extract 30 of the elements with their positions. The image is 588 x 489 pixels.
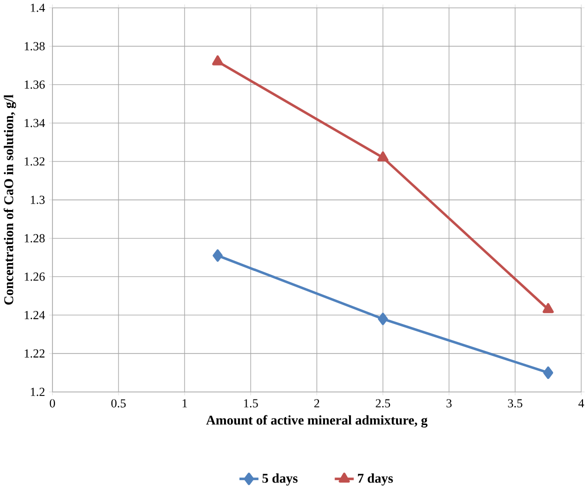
x-tick-label: 3.5 [508, 399, 522, 408]
legend-label: 7 days [358, 474, 393, 486]
x-tick-label: 2 [314, 399, 320, 408]
point [377, 151, 388, 162]
point [543, 366, 554, 380]
point [542, 303, 554, 314]
y-tick-label: 1.22 [24, 349, 44, 358]
y-tick-label: 1.2 [30, 388, 44, 396]
x-tick-label: 0.5 [111, 399, 126, 408]
point [212, 249, 223, 262]
x-tick-label: 2.5 [376, 399, 390, 408]
point [212, 55, 224, 66]
y-tick-label: 1.26 [24, 272, 45, 281]
y-tick-label: 1.38 [24, 42, 45, 50]
y-tick-label: 1.28 [24, 234, 45, 243]
x-tick-label: 0 [50, 399, 56, 408]
y-tick-label: 1.32 [24, 157, 44, 166]
legend-label: 5 days [262, 474, 298, 486]
y-axis-title: Concentration of CaO in solution, g/l [4, 94, 16, 305]
y-tick-label: 1.4 [30, 4, 45, 12]
y-tick-label: 1.36 [24, 80, 45, 89]
x-axis-title: Amount of active mineral admixture, g [206, 415, 428, 428]
y-tick-label: 1.3 [30, 196, 45, 204]
x-tick-label: 4 [578, 399, 584, 408]
x-tick-label: 1 [182, 399, 187, 408]
y-tick-label: 1.34 [24, 119, 45, 128]
x-tick-label: 1.5 [244, 399, 258, 408]
point [378, 312, 388, 326]
y-tick-label: 1.24 [24, 311, 45, 320]
x-tick-label: 3 [446, 399, 452, 408]
